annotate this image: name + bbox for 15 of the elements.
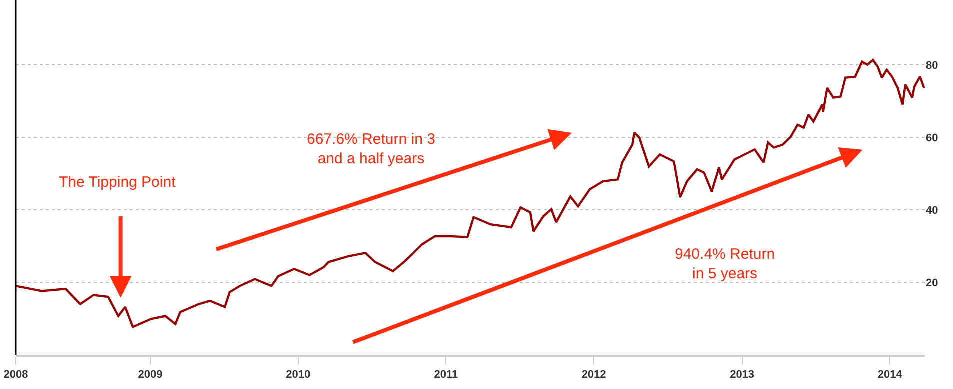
x-tick-label: 2012: [582, 369, 606, 382]
y-tick-label: 20: [926, 277, 938, 290]
line-series: [16, 59, 925, 328]
x-tick-label: 2014: [878, 369, 904, 382]
y-tick-label: 40: [926, 204, 938, 217]
x-tick-label: 2010: [286, 369, 311, 382]
annotation: 940.4% Return in 5 years: [675, 246, 776, 282]
annotation: The Tipping Point: [59, 174, 177, 191]
y-tick-label: 60: [926, 132, 938, 144]
y-tick-label: 80: [926, 60, 938, 72]
x-tick-label: 2011: [434, 369, 458, 382]
annotation: 667.6% Return in 3 and a half years: [307, 131, 436, 168]
x-tick-label: 2013: [730, 369, 755, 382]
x-tick-label: 2008: [4, 369, 28, 382]
x-tick-label: 2009: [138, 369, 163, 382]
